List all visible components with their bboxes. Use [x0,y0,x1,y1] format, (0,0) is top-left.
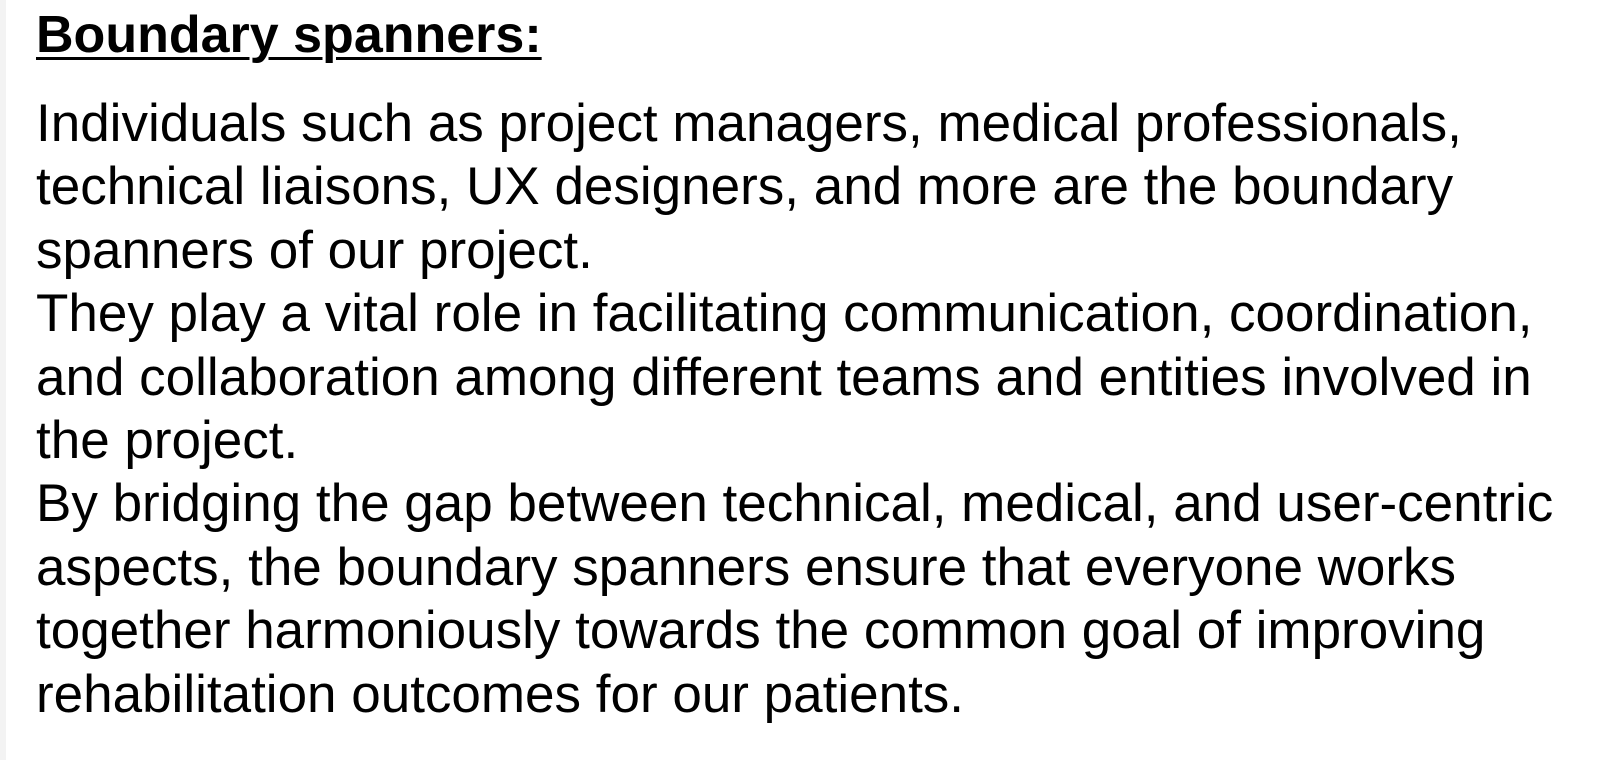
left-edge-strip [0,0,6,760]
paragraph-bridging-gap: By bridging the gap between technical, m… [36,474,1554,724]
slide-body: Individuals such as project managers, me… [36,92,1576,726]
paragraph-boundary-spanners-roles: Individuals such as project managers, me… [36,94,1462,280]
paragraph-vital-role: They play a vital role in facilitating c… [36,284,1533,471]
slide-content: Boundary spanners: Individuals such as p… [36,0,1576,760]
slide-heading: Boundary spanners: [36,6,542,64]
